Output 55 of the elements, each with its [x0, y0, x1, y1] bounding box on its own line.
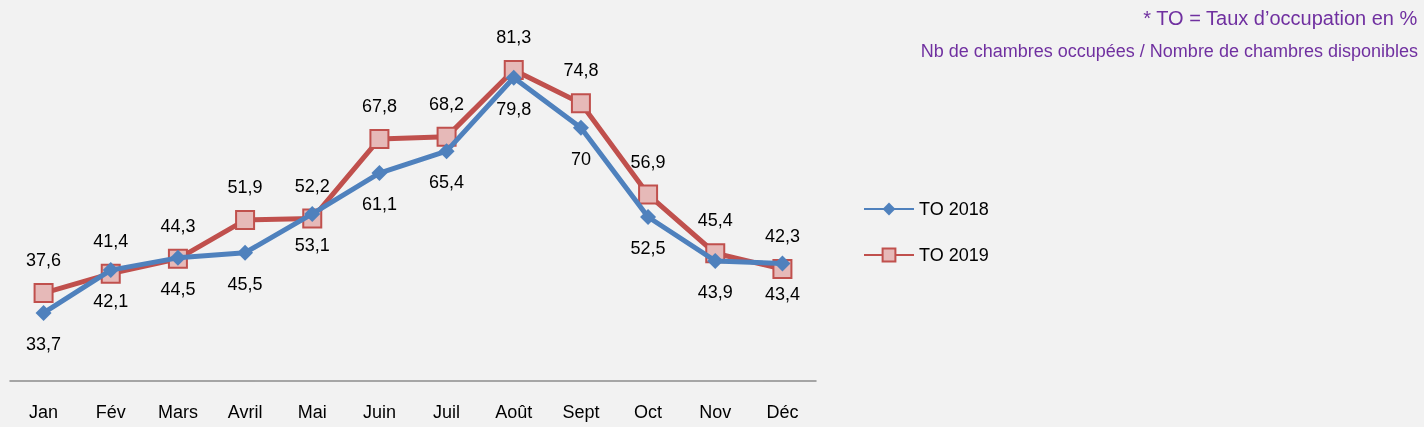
- point: [33, 283, 54, 304]
- point: [640, 209, 657, 226]
- x-tick-label: Sept: [562, 402, 600, 422]
- text: * TO = Taux d’occupation en %: [1143, 7, 1418, 29]
- data-label: 65,4: [429, 172, 465, 193]
- point: [570, 93, 591, 114]
- data-label: 33,7: [26, 333, 62, 354]
- point: [438, 143, 455, 160]
- x-tick-label: Jan: [29, 402, 59, 422]
- data-label: 81,3: [496, 27, 532, 47]
- data-label: 53,1: [294, 234, 330, 255]
- data-label: 37,6: [26, 250, 62, 271]
- x-tick-label: Oct: [634, 402, 663, 422]
- data-label: 70: [570, 148, 591, 169]
- point: [35, 304, 52, 321]
- x-tick-label: Mai: [297, 402, 327, 422]
- data-label: 61,1: [361, 194, 397, 215]
- data-label: 74,8: [563, 60, 599, 81]
- point: [774, 255, 791, 272]
- data-label: 43,9: [697, 281, 733, 302]
- data-label: 44,3: [160, 215, 196, 236]
- data-label: 52,5: [630, 238, 666, 259]
- point: [505, 69, 522, 86]
- legend-label: TO 2019: [919, 245, 989, 265]
- x-tick-label: Avril: [227, 402, 263, 422]
- x-tick-label: Juin: [362, 402, 396, 422]
- data-label: 68,2: [429, 93, 465, 114]
- data-label: 44,5: [160, 278, 196, 299]
- point: [638, 184, 659, 205]
- point: [572, 119, 589, 136]
- data-label: 56,9: [630, 151, 666, 172]
- point: [235, 210, 256, 231]
- text: Nb de chambres occupées / Nombre de chambres disponibles: [920, 41, 1419, 61]
- data-label: 41,4: [93, 230, 129, 251]
- data-label: 67,8: [361, 95, 397, 116]
- point: [369, 128, 390, 149]
- point: [237, 244, 254, 261]
- point: [102, 262, 119, 279]
- data-label: 52,2: [294, 175, 330, 196]
- data-label: 45,4: [697, 210, 733, 231]
- x-tick-label: Juil: [433, 402, 461, 422]
- data-label: 43,4: [764, 284, 800, 305]
- x-tick-label: Fév: [95, 402, 126, 422]
- data-label: 42,1: [93, 291, 129, 312]
- x-tick-label: Mars: [157, 402, 198, 422]
- x-tick-label: Nov: [699, 402, 732, 422]
- x-tick-label: Août: [495, 402, 533, 422]
- data-label: 79,8: [496, 98, 532, 119]
- point: [304, 205, 321, 222]
- x-tick-label: Déc: [766, 402, 799, 422]
- data-label: 51,9: [227, 177, 263, 198]
- legend-label: TO 2018: [919, 199, 989, 219]
- point: [371, 165, 388, 182]
- data-label: 45,5: [227, 273, 263, 294]
- data-label: 42,3: [764, 226, 800, 247]
